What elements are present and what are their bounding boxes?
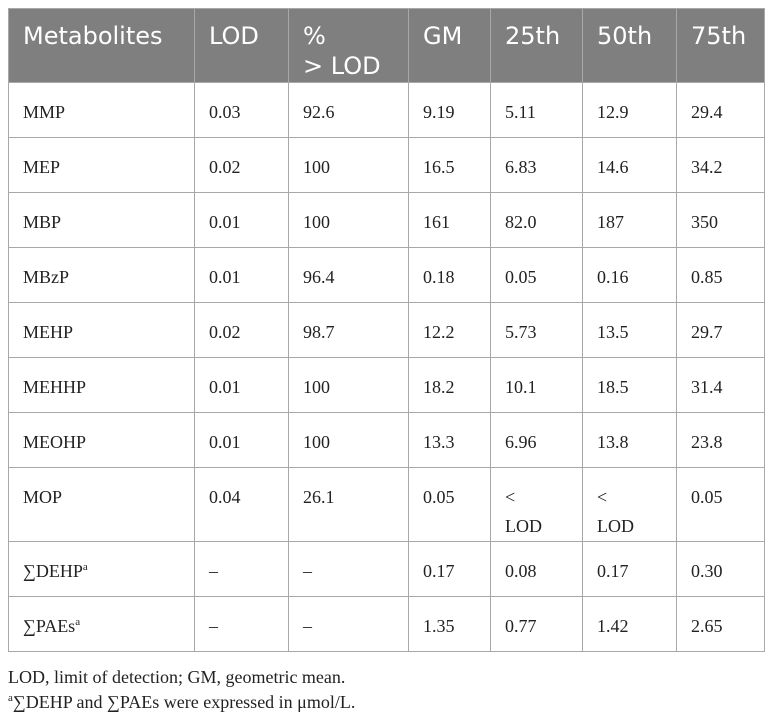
cell-p25: < LOD xyxy=(490,467,583,542)
cell-p75: 0.85 xyxy=(676,247,765,303)
header-50th: 50th xyxy=(582,8,677,83)
cell-p50: < LOD xyxy=(582,467,677,542)
cell-p75: 0.05 xyxy=(676,467,765,542)
cell-gm: 18.2 xyxy=(408,357,491,413)
header-row: Metabolites LOD % > LOD GM 25th 50th 75t… xyxy=(8,8,765,83)
cell-metabolite: MBzP xyxy=(8,247,195,303)
cell-p25: 0.77 xyxy=(490,596,583,652)
table-container: Metabolites LOD % > LOD GM 25th 50th 75t… xyxy=(8,8,765,715)
cell-p75: 31.4 xyxy=(676,357,765,413)
cell-p75: 23.8 xyxy=(676,412,765,468)
cell-p25: 0.08 xyxy=(490,541,583,597)
cell-metabolite: ∑DEHPa xyxy=(8,541,195,597)
header-25th: 25th xyxy=(490,8,583,83)
cell-metabolite: MEP xyxy=(8,137,195,193)
cell-metabolite: MMP xyxy=(8,82,195,138)
cell-metabolite: ∑PAEsa xyxy=(8,596,195,652)
cell-metabolite: MOP xyxy=(8,467,195,542)
cell-gm: 12.2 xyxy=(408,302,491,358)
cell-p25: 5.73 xyxy=(490,302,583,358)
cell-lod: 0.04 xyxy=(194,467,289,542)
cell-percent: 98.7 xyxy=(288,302,409,358)
cell-percent: 96.4 xyxy=(288,247,409,303)
cell-gm: 161 xyxy=(408,192,491,248)
cell-lod: 0.01 xyxy=(194,412,289,468)
cell-p25: 6.96 xyxy=(490,412,583,468)
cell-percent: 100 xyxy=(288,137,409,193)
cell-gm: 16.5 xyxy=(408,137,491,193)
header-lod: LOD xyxy=(194,8,289,83)
table-row: MOP 0.04 26.1 0.05 < LOD < LOD 0.05 xyxy=(8,467,765,542)
cell-p25: 6.83 xyxy=(490,137,583,193)
metabolites-table: Metabolites LOD % > LOD GM 25th 50th 75t… xyxy=(8,8,765,652)
cell-p25: 5.11 xyxy=(490,82,583,138)
cell-p50: 13.5 xyxy=(582,302,677,358)
cell-p75: 0.30 xyxy=(676,541,765,597)
abbreviation-note: LOD, limit of detection; GM, geometric m… xyxy=(8,667,346,687)
cell-p50: 12.9 xyxy=(582,82,677,138)
header-gm: GM xyxy=(408,8,491,83)
cell-lod: – xyxy=(194,596,289,652)
header-metabolites: Metabolites xyxy=(8,8,195,83)
cell-metabolite: MEHHP xyxy=(8,357,195,413)
footnote: a∑DEHP and ∑PAEs were expressed in μmol/… xyxy=(8,690,764,715)
cell-p25: 0.05 xyxy=(490,247,583,303)
cell-metabolite: MEHP xyxy=(8,302,195,358)
cell-lod: 0.02 xyxy=(194,302,289,358)
table-row: ∑PAEsa – – 1.35 0.77 1.42 2.65 xyxy=(8,596,765,652)
cell-percent: 100 xyxy=(288,357,409,413)
cell-lod: 0.03 xyxy=(194,82,289,138)
footnote-mark: a xyxy=(8,692,13,704)
cell-percent: – xyxy=(288,596,409,652)
footnote-text: ∑DEHP and ∑PAEs were expressed in μmol/L… xyxy=(12,692,356,712)
cell-gm: 13.3 xyxy=(408,412,491,468)
cell-p75: 350 xyxy=(676,192,765,248)
table-notes: LOD, limit of detection; GM, geometric m… xyxy=(8,665,764,715)
cell-lod: 0.01 xyxy=(194,192,289,248)
cell-metabolite: MEOHP xyxy=(8,412,195,468)
footnote-marker: a xyxy=(82,561,88,573)
cell-lod: 0.01 xyxy=(194,247,289,303)
table-row: MMP 0.03 92.6 9.19 5.11 12.9 29.4 xyxy=(8,82,765,138)
table-row: MEP 0.02 100 16.5 6.83 14.6 34.2 xyxy=(8,137,765,193)
cell-p75: 34.2 xyxy=(676,137,765,193)
cell-p50: 13.8 xyxy=(582,412,677,468)
table-row: MEHP 0.02 98.7 12.2 5.73 13.5 29.7 xyxy=(8,302,765,358)
cell-p75: 2.65 xyxy=(676,596,765,652)
cell-percent: 100 xyxy=(288,192,409,248)
metabolite-name: ∑PAEs xyxy=(23,616,76,636)
cell-metabolite: MBP xyxy=(8,192,195,248)
cell-p50: 187 xyxy=(582,192,677,248)
cell-gm: 9.19 xyxy=(408,82,491,138)
cell-percent: 92.6 xyxy=(288,82,409,138)
table-row: MBzP 0.01 96.4 0.18 0.05 0.16 0.85 xyxy=(8,247,765,303)
cell-p25: 82.0 xyxy=(490,192,583,248)
cell-p25: 10.1 xyxy=(490,357,583,413)
cell-p50: 1.42 xyxy=(582,596,677,652)
cell-percent: 26.1 xyxy=(288,467,409,542)
header-percent-above-lod: % > LOD xyxy=(288,8,409,83)
cell-lod: 0.02 xyxy=(194,137,289,193)
table-row: ∑DEHPa – – 0.17 0.08 0.17 0.30 xyxy=(8,541,765,597)
cell-gm: 0.05 xyxy=(408,467,491,542)
cell-lod: – xyxy=(194,541,289,597)
table-row: MEHHP 0.01 100 18.2 10.1 18.5 31.4 xyxy=(8,357,765,413)
cell-p50: 0.16 xyxy=(582,247,677,303)
metabolite-name: ∑DEHP xyxy=(23,561,83,581)
cell-lod: 0.01 xyxy=(194,357,289,413)
table-row: MBP 0.01 100 161 82.0 187 350 xyxy=(8,192,765,248)
cell-gm: 0.18 xyxy=(408,247,491,303)
cell-percent: 100 xyxy=(288,412,409,468)
cell-percent: – xyxy=(288,541,409,597)
table-row: MEOHP 0.01 100 13.3 6.96 13.8 23.8 xyxy=(8,412,765,468)
cell-gm: 1.35 xyxy=(408,596,491,652)
cell-p50: 14.6 xyxy=(582,137,677,193)
header-75th: 75th xyxy=(676,8,765,83)
cell-p50: 0.17 xyxy=(582,541,677,597)
footnote-marker: a xyxy=(75,616,81,628)
cell-p75: 29.7 xyxy=(676,302,765,358)
cell-p75: 29.4 xyxy=(676,82,765,138)
cell-p50: 18.5 xyxy=(582,357,677,413)
cell-gm: 0.17 xyxy=(408,541,491,597)
